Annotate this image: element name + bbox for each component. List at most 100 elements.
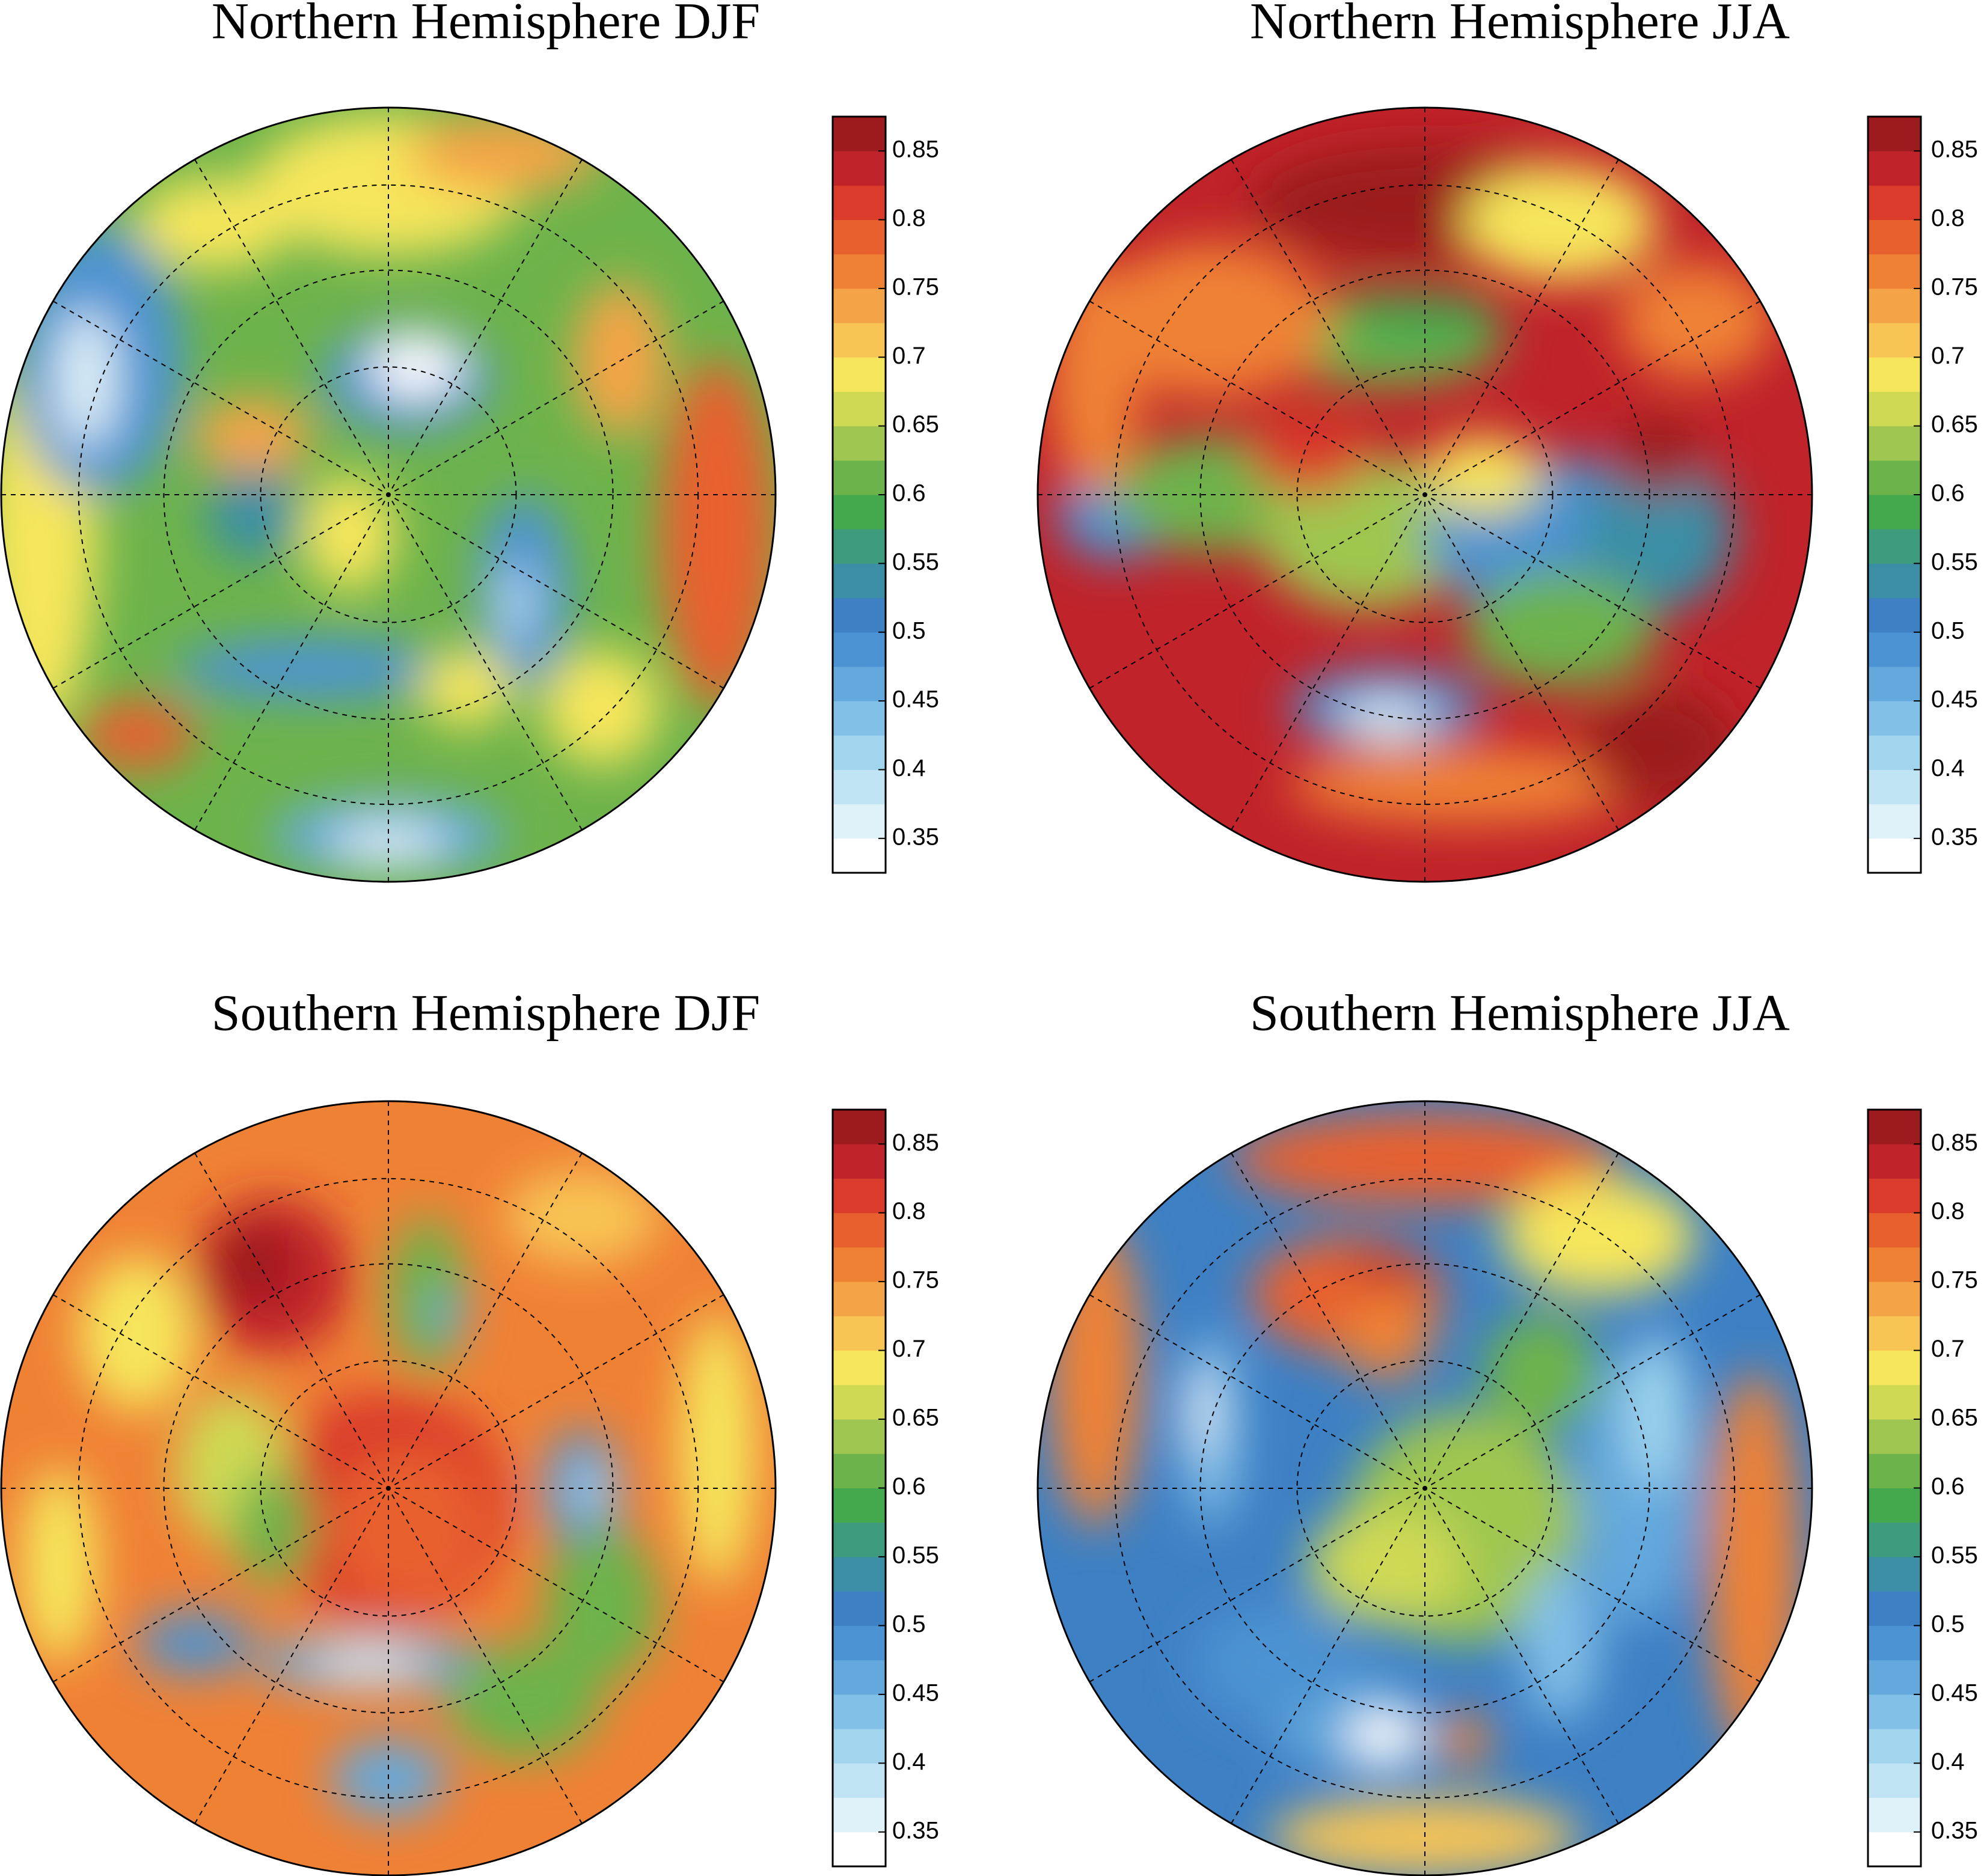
colorbar-tick-label: 0.35	[1931, 1817, 1978, 1844]
colorbar-band	[833, 563, 886, 599]
colorbar-tick-label: 0.7	[1931, 1336, 1965, 1362]
colorbar-tick-label: 0.35	[892, 823, 939, 850]
colorbar-band	[1868, 1488, 1921, 1523]
field-blob	[1095, 243, 1328, 398]
field-blob	[1340, 1287, 1433, 1380]
meridian	[1089, 1294, 1761, 1682]
field-blob	[1192, 1604, 1348, 1721]
field-blob	[1258, 456, 1475, 611]
field-blob	[20, 1468, 98, 1663]
colorbar-tick-label: 0.85	[892, 1129, 939, 1156]
field-blob	[1340, 700, 1433, 739]
colorbar-tick-label: 0.65	[892, 1405, 939, 1431]
colorbar-band	[1868, 1797, 1921, 1833]
colorbar-tick-label: 0.7	[892, 1336, 926, 1362]
colorbar-band	[1868, 495, 1921, 530]
colorbar-band	[833, 1556, 886, 1592]
colorbar-band	[833, 1384, 886, 1420]
field-blob	[330, 1449, 485, 1605]
colorbar-band	[833, 1763, 886, 1798]
colorbar-tick-label: 0.75	[1931, 273, 1978, 300]
colorbar-band	[1868, 769, 1921, 805]
colorbar-band	[1868, 254, 1921, 289]
colorbar-band	[833, 1350, 886, 1386]
field-blob	[1308, 1508, 1464, 1624]
colorbar-tick-label: 0.8	[1931, 1198, 1965, 1224]
colorbar-band	[833, 1694, 886, 1729]
colorbar-band	[833, 1247, 886, 1282]
panel-title: Southern Hemisphere DJF	[212, 984, 760, 1042]
colorbar-tick-label: 0.4	[892, 755, 926, 781]
colorbar-band	[833, 426, 886, 461]
field-blob	[136, 1612, 253, 1675]
colorbar-tick-label: 0.75	[892, 273, 939, 300]
colorbar-band	[833, 460, 886, 495]
colorbar-band	[1868, 1144, 1921, 1179]
latitude-circle	[1296, 1360, 1554, 1617]
field-blob	[233, 1468, 311, 1585]
panel: Southern Hemisphere DJF 0.35 0.4 0.45 0.5 0.5…	[0, 984, 939, 1876]
colorbar-tick-label: 0.65	[1931, 411, 1978, 438]
colorbar-band	[833, 391, 886, 427]
colorbar-tick-label: 0.4	[1931, 1749, 1965, 1775]
colorbar-band	[833, 1316, 886, 1351]
field-blob	[136, 177, 292, 270]
field-blob	[574, 281, 667, 437]
field-blob	[1251, 417, 1367, 495]
colorbar-tick-label: 0.45	[892, 1679, 939, 1706]
field-blob	[1289, 746, 1638, 824]
colorbar-tick-label: 0.7	[892, 343, 926, 369]
colorbar-band	[1868, 426, 1921, 461]
colorbar-band	[1868, 1419, 1921, 1454]
field-blob	[1522, 1565, 1599, 1721]
colorbar-band	[1868, 1694, 1921, 1729]
field-blob	[679, 1314, 756, 1586]
colorbar-band	[833, 735, 886, 770]
colorbar-band	[833, 1144, 886, 1179]
colorbar-band	[833, 117, 886, 151]
field-blob	[659, 359, 776, 708]
field-blob	[1347, 1713, 1425, 1767]
field-blob	[206, 467, 299, 561]
meridian	[52, 301, 724, 689]
map-border	[0, 1100, 777, 1876]
colorbar-band	[833, 1522, 886, 1557]
colorbar-band	[1868, 151, 1921, 186]
colorbar-band	[833, 804, 886, 839]
colorbar-band	[833, 529, 886, 564]
colorbar-band	[1868, 1247, 1921, 1282]
colorbar-tick-label: 0.5	[892, 1611, 926, 1637]
field-blob	[311, 1651, 427, 1675]
latitude-circle	[1296, 366, 1554, 623]
field-blob	[1347, 1256, 1425, 1295]
field-blob	[543, 1527, 660, 1682]
colorbar-band	[1868, 529, 1921, 564]
field-blob	[419, 649, 513, 727]
latitude-circle	[163, 269, 614, 720]
colorbar-band	[1868, 1384, 1921, 1420]
field-blob	[303, 475, 396, 592]
colorbar-tick-label: 0.5	[892, 617, 926, 644]
colorbar-band	[1868, 185, 1921, 221]
colorbar-tick-label: 0.45	[1931, 1679, 1978, 1706]
field-blob	[1579, 688, 1735, 805]
field-blob	[1611, 417, 1704, 495]
colorbar-band	[1868, 219, 1921, 255]
colorbar-tick-label: 0.8	[1931, 205, 1965, 231]
colorbar-band	[1868, 357, 1921, 392]
colorbar-band	[833, 666, 886, 701]
colorbar-band	[833, 1797, 886, 1833]
colorbar-tick-label: 0.6	[1931, 1473, 1965, 1500]
colorbar-tick-label: 0.35	[892, 1817, 939, 1844]
field-blob	[1483, 1314, 1599, 1431]
colorbar-band	[1868, 1522, 1921, 1557]
colorbar-band	[833, 1453, 886, 1488]
meridian	[52, 1294, 724, 1682]
field-blobs	[20, 1170, 756, 1818]
field-blob	[1049, 262, 1142, 495]
panel-title: Northern Hemisphere JJA	[1250, 0, 1790, 50]
colorbar-band	[833, 838, 886, 873]
field-blob	[427, 1295, 466, 1334]
colorbar-tick-label: 0.55	[1931, 549, 1978, 575]
